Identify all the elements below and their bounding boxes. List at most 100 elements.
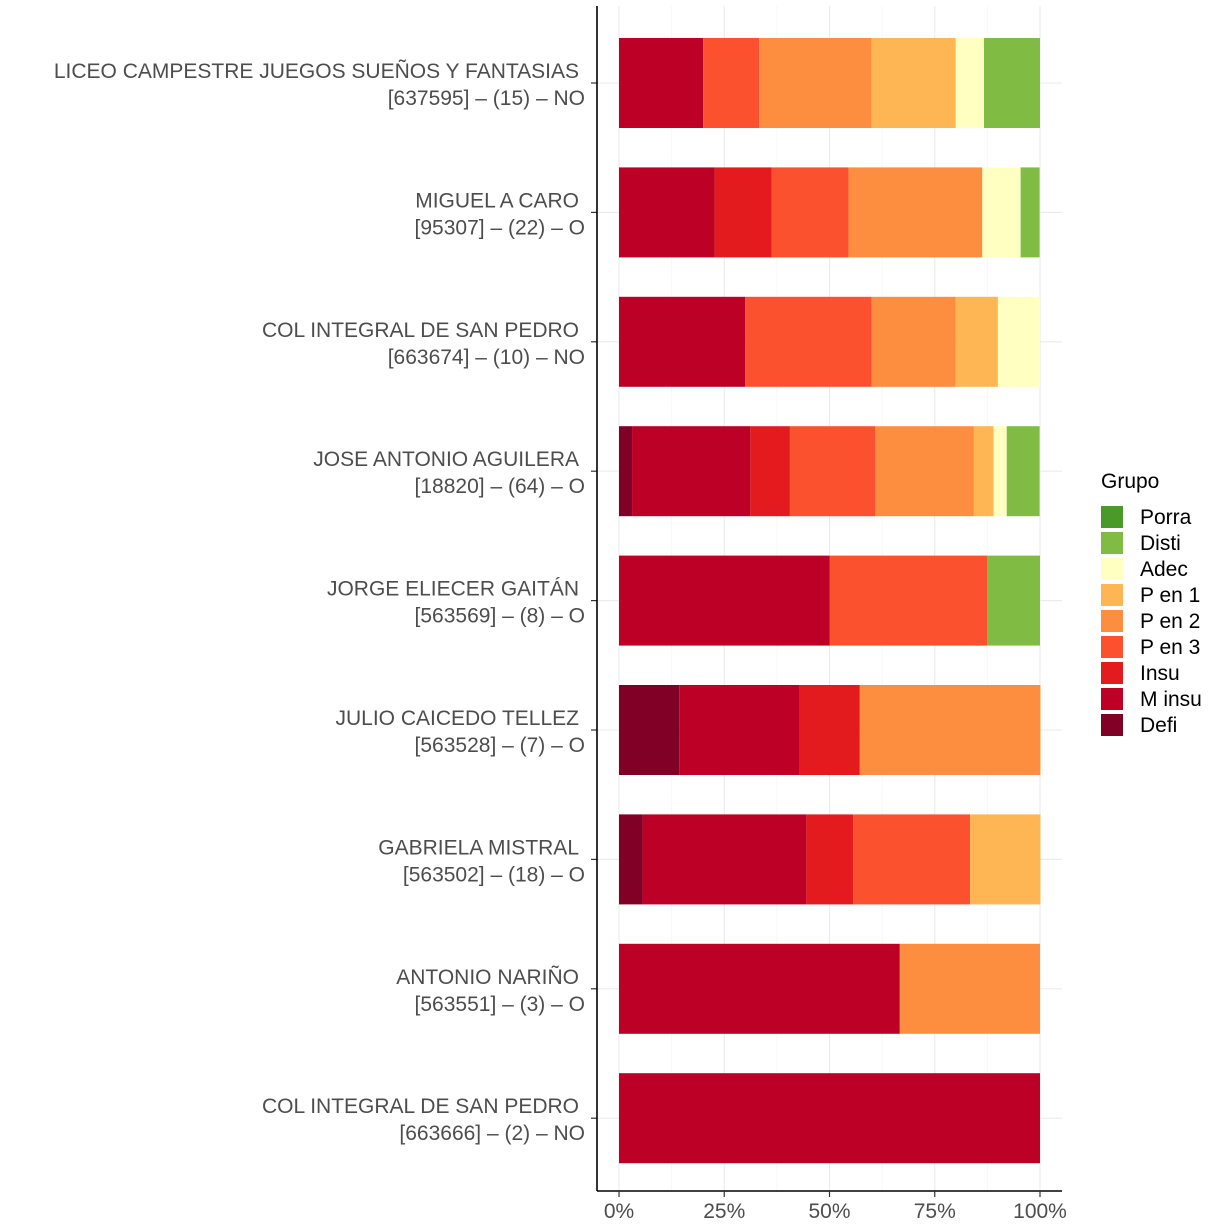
legend-swatch bbox=[1101, 506, 1123, 528]
bar-stack bbox=[619, 38, 1040, 128]
bar-segment-adec bbox=[993, 426, 1007, 517]
legend-item: P en 3 bbox=[1101, 636, 1200, 659]
bar-segment-m-insu bbox=[642, 814, 807, 905]
legend-swatch bbox=[1101, 558, 1123, 580]
bar-segment-p-en-2 bbox=[875, 426, 974, 517]
legend-item: P en 1 bbox=[1101, 584, 1200, 607]
bar-stack bbox=[619, 943, 1040, 1034]
category-label-line1: JULIO CAICEDO TELLEZ bbox=[335, 707, 579, 730]
bar-segment-disti bbox=[987, 555, 1040, 646]
category-label-line2: [563569] – (8) – O bbox=[415, 605, 585, 628]
bar-segment-p-en-1 bbox=[871, 38, 956, 128]
legend-label: M insu bbox=[1140, 688, 1202, 711]
bar-stack bbox=[619, 426, 1040, 517]
bar-stack bbox=[619, 814, 1041, 905]
bar-segment-m-insu bbox=[619, 38, 704, 128]
bar-segment-p-en-1 bbox=[970, 814, 1041, 905]
x-tick-labels: 0% 25% 50% 75% 100% bbox=[604, 1200, 1067, 1223]
x-tick-label: 50% bbox=[808, 1200, 850, 1223]
x-tick-label: 0% bbox=[604, 1200, 634, 1223]
category-label-line2: [563502] – (18) – O bbox=[403, 863, 585, 886]
category-label-line1: ANTONIO NARIÑO bbox=[396, 965, 579, 989]
bar-segment-p-en-2 bbox=[859, 685, 1041, 775]
legend-item: P en 2 bbox=[1101, 610, 1200, 633]
bar-segment-adec bbox=[982, 167, 1021, 258]
legend-label: Porra bbox=[1140, 506, 1192, 529]
bar-segment-adec bbox=[955, 38, 985, 128]
category-label-line1: LICEO CAMPESTRE JUEGOS SUEÑOS Y FANTASIA… bbox=[54, 59, 579, 83]
bar-segment-p-en-3 bbox=[703, 38, 760, 128]
bar-segment-m-insu bbox=[619, 167, 715, 258]
category-label-line1: JORGE ELIECER GAITÁN bbox=[327, 578, 579, 601]
bar-stack bbox=[619, 555, 1040, 646]
bar-segment-m-insu bbox=[619, 555, 830, 646]
category-label-line2: [637595] – (15) – NO bbox=[388, 87, 585, 110]
axes bbox=[591, 6, 1062, 1197]
legend-swatch bbox=[1101, 636, 1123, 658]
legend-item: M insu bbox=[1101, 688, 1202, 711]
bar-segment-p-en-2 bbox=[899, 943, 1040, 1034]
legend: Grupo Porra Disti Adec P en 1 P en 2 P en 3 In… bbox=[1101, 470, 1202, 737]
bar-segment-p-en-1 bbox=[973, 426, 994, 517]
legend-swatch bbox=[1101, 662, 1123, 684]
bar-segment-disti bbox=[1006, 426, 1040, 517]
legend-label: P en 2 bbox=[1140, 610, 1200, 633]
bar-segment-p-en-3 bbox=[853, 814, 971, 905]
category-label-line2: [95307] – (22) – O bbox=[415, 216, 585, 239]
category-label-line2: [18820] – (64) – O bbox=[415, 475, 585, 498]
bar-segment-m-insu bbox=[619, 943, 900, 1034]
bar-segment-defi bbox=[619, 685, 680, 775]
category-label-line1: MIGUEL A CARO bbox=[415, 189, 579, 212]
bar-stack bbox=[619, 685, 1041, 775]
x-tick-label: 75% bbox=[914, 1200, 956, 1223]
bar-stack bbox=[619, 1073, 1040, 1164]
legend-item: Adec bbox=[1101, 558, 1188, 581]
bar-stack bbox=[619, 167, 1040, 258]
category-label-line2: [663666] – (2) – NO bbox=[399, 1122, 585, 1145]
bar-segment-m-insu bbox=[619, 296, 746, 387]
bar-segment-p-en-3 bbox=[771, 167, 849, 258]
legend-label: P en 1 bbox=[1140, 584, 1200, 607]
bar-segment-defi bbox=[619, 814, 643, 905]
legend-title: Grupo bbox=[1101, 470, 1159, 493]
category-label-line2: [563528] – (7) – O bbox=[415, 734, 585, 757]
bar-segment-insu bbox=[714, 167, 772, 258]
bar-segment-disti bbox=[984, 38, 1040, 128]
bar-segment-p-en-2 bbox=[871, 296, 956, 387]
legend-label: Adec bbox=[1140, 558, 1188, 581]
category-label-line1: COL INTEGRAL DE SAN PEDRO bbox=[262, 319, 579, 342]
legend-item: Defi bbox=[1101, 714, 1177, 737]
bar-segment-p-en-2 bbox=[848, 167, 983, 258]
bar-segment-p-en-1 bbox=[955, 296, 998, 387]
legend-item: Insu bbox=[1101, 662, 1180, 685]
category-label-line1: COL INTEGRAL DE SAN PEDRO bbox=[262, 1095, 579, 1118]
legend-swatch bbox=[1101, 610, 1123, 632]
bar-segment-disti bbox=[1020, 167, 1040, 258]
bar-segment-insu bbox=[750, 426, 790, 517]
bar-segment-m-insu bbox=[619, 1073, 1040, 1164]
legend-swatch bbox=[1101, 584, 1123, 606]
legend-label: P en 3 bbox=[1140, 636, 1200, 659]
bar-segment-m-insu bbox=[679, 685, 800, 775]
category-label-line1: JOSE ANTONIO AGUILERA bbox=[313, 448, 579, 471]
category-label-line1: GABRIELA MISTRAL bbox=[378, 836, 579, 859]
category-label-line2: [563551] – (3) – O bbox=[415, 993, 585, 1016]
legend-label: Insu bbox=[1140, 662, 1180, 685]
bar-segment-defi bbox=[619, 426, 633, 517]
bar-segment-p-en-3 bbox=[829, 555, 988, 646]
legend-item: Porra bbox=[1101, 506, 1192, 529]
bar-segment-p-en-3 bbox=[789, 426, 876, 517]
category-labels: LICEO CAMPESTRE JUEGOS SUEÑOS Y FANTASIA… bbox=[54, 59, 585, 1145]
legend-swatch bbox=[1101, 532, 1123, 554]
bar-stack bbox=[619, 296, 1040, 387]
bar-segment-insu bbox=[799, 685, 860, 775]
category-label-line2: [663674] – (10) – NO bbox=[388, 346, 585, 369]
x-tick-label: 25% bbox=[703, 1200, 745, 1223]
legend-swatch bbox=[1101, 688, 1123, 710]
bars bbox=[619, 38, 1041, 1164]
bar-segment-adec bbox=[997, 296, 1040, 387]
bar-segment-p-en-2 bbox=[759, 38, 872, 128]
bar-segment-p-en-3 bbox=[745, 296, 872, 387]
